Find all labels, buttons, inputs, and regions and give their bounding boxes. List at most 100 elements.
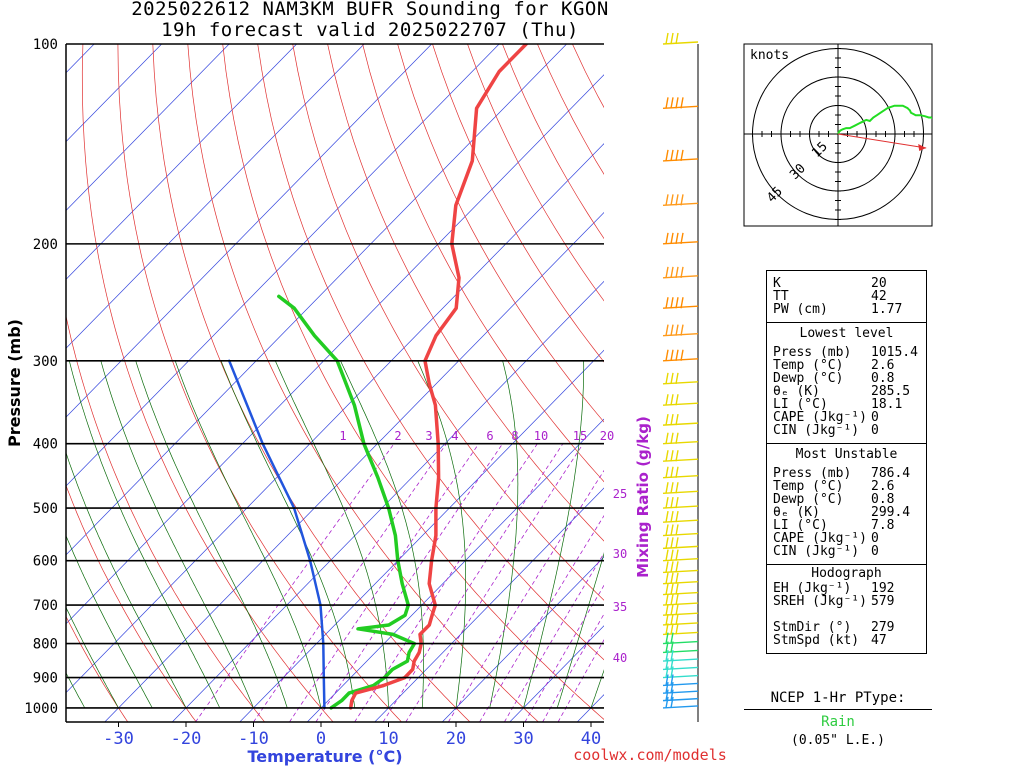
mixing-ratio-label: 10 (534, 429, 548, 443)
wind-barb (662, 324, 699, 337)
wind-barb-feather (665, 372, 669, 384)
isotherm-line (66, 143, 604, 694)
ptype-value: Rain (821, 714, 855, 730)
chart-title-line1: 2025022612 NAM3KM BUFR Sounding for KGON (131, 0, 609, 20)
most-unstable-stat-row: Temp (°C) 2.6 (767, 480, 926, 493)
mixing-ratio-label: 8 (511, 429, 518, 443)
wind-barb-feather (670, 450, 674, 462)
wind-barb-shaft (662, 557, 699, 562)
isotherm-line (374, 487, 604, 722)
wind-barb-feather (675, 549, 679, 561)
parcel-trace (227, 359, 326, 710)
pressure-tick-label: 300 (33, 354, 58, 370)
wind-barb-feather (665, 613, 669, 626)
wind-barb (662, 511, 699, 523)
temperature-tick-label: 10 (378, 729, 398, 749)
most-unstable-stat-value: 0.8 (871, 492, 895, 507)
pressure-tick-label: 200 (33, 237, 58, 253)
most-unstable-stat-value: 0 (871, 544, 879, 559)
wind-barb-feather (665, 537, 669, 549)
pressure-tick-label: 500 (33, 501, 58, 517)
index-stat-value: 1.77 (871, 302, 903, 317)
isotherm-line (66, 44, 365, 349)
isotherm-line (66, 44, 230, 211)
lowest-level-stat-row: LI (°C) 18.1 (767, 398, 926, 411)
wind-barb-feather (675, 482, 679, 494)
pressure-tick-label: 900 (33, 671, 58, 687)
wind-barb-feather (675, 324, 679, 336)
wind-barb-feather (670, 372, 674, 384)
most-unstable-stat-label: CIN (Jkg⁻¹) (773, 544, 860, 559)
wind-barb-shaft (662, 690, 699, 694)
pressure-tick-label: 400 (33, 437, 58, 453)
pressure-tick-label: 1000 (24, 701, 58, 717)
most-unstable-stat-value: 7.8 (871, 518, 895, 533)
hodograph-stat-row: SREH (Jkg⁻¹) 579 (767, 595, 926, 608)
hodograph-area (744, 44, 932, 226)
most-unstable-stat-label: CAPE (Jkg⁻¹) (773, 531, 867, 546)
wind-barb-feather (670, 666, 674, 678)
wind-barb (662, 372, 699, 385)
wind-barb-feather (670, 613, 674, 626)
wind-barb-feather (675, 496, 679, 509)
mixing-ratio-line (405, 443, 584, 722)
wind-barb-feather (670, 232, 674, 244)
wind-barb-feather (665, 696, 669, 709)
moist-adiabat-line (523, 360, 585, 708)
wind-barb-feather (680, 194, 684, 206)
temperature-tick-label: 20 (446, 729, 466, 749)
wind-barb-feather (665, 32, 669, 45)
wind-barb-shaft (662, 381, 699, 385)
wind-barb (662, 450, 699, 462)
wind-barb-shaft (662, 41, 699, 45)
wind-barb-feather (670, 149, 674, 162)
mixing-ratio-label: 1 (339, 429, 346, 443)
stats-panel: K 20 TT 42 PW (cm) 1.77 Lowest level Press (m… (766, 270, 927, 654)
wind-barb-shaft (662, 569, 699, 574)
moist-adiabat-line (274, 360, 389, 708)
index-stat-value: 42 (871, 289, 887, 304)
wind-barb-feather (680, 297, 684, 309)
wind-barb-shaft (662, 705, 699, 709)
ptype-note: (0.05" L.E.) (791, 733, 885, 748)
wind-barb-feather (675, 561, 679, 573)
most-unstable-header: Most Unstable (795, 447, 898, 462)
wind-barb (662, 432, 699, 445)
index-stat-row: TT 42 (767, 290, 926, 303)
wind-barb-feather (670, 696, 674, 709)
wind-barb-shaft (662, 441, 699, 445)
ptype-panel: NCEP 1-Hr PType: Rain (0.05" L.E.) (744, 690, 932, 748)
index-stat-row: K 20 (767, 277, 926, 290)
moist-adiabat-line (489, 360, 519, 708)
mixing-ratio-label: 6 (486, 429, 493, 443)
isotherm-line (171, 280, 604, 722)
index-stat-label: K (773, 276, 781, 291)
hodograph-stat-label: EH (Jkg⁻¹) (773, 581, 852, 596)
lowest-level-stat-label: θₑ (K) (773, 384, 820, 399)
wind-barb-feather (670, 674, 674, 686)
wind-barb-feather (665, 149, 669, 162)
wind-barb-feather (670, 689, 674, 701)
wind-barb (662, 689, 699, 702)
moist-adiabat-line (417, 360, 466, 708)
wind-barb-feather (670, 572, 674, 584)
mixing-ratio-label: 35 (613, 600, 627, 614)
wind-barb (662, 623, 699, 636)
mixing-ratio-axis-title: Mixing Ratio (g/kg) (634, 416, 652, 578)
isotherm-line (104, 212, 604, 722)
wind-barb (662, 232, 699, 245)
wind-barb-shaft (662, 649, 699, 654)
wind-barb-feather (675, 604, 679, 616)
lowest-level-header: Lowest level (799, 326, 894, 341)
wind-barb-shaft (662, 545, 699, 550)
wind-barb-feather (665, 466, 669, 478)
wind-barb-feather (665, 297, 669, 309)
wind-barb-shaft (662, 532, 699, 537)
moist-adiabat-line (66, 606, 119, 709)
wind-barb-feather (675, 524, 679, 536)
wind-barb (662, 297, 699, 309)
lowest-level-stat-value: 0.8 (871, 371, 895, 386)
pressure-tick-label: 700 (33, 598, 58, 614)
mixing-ratio-label: 2 (394, 429, 401, 443)
isotherm-line (66, 44, 297, 280)
